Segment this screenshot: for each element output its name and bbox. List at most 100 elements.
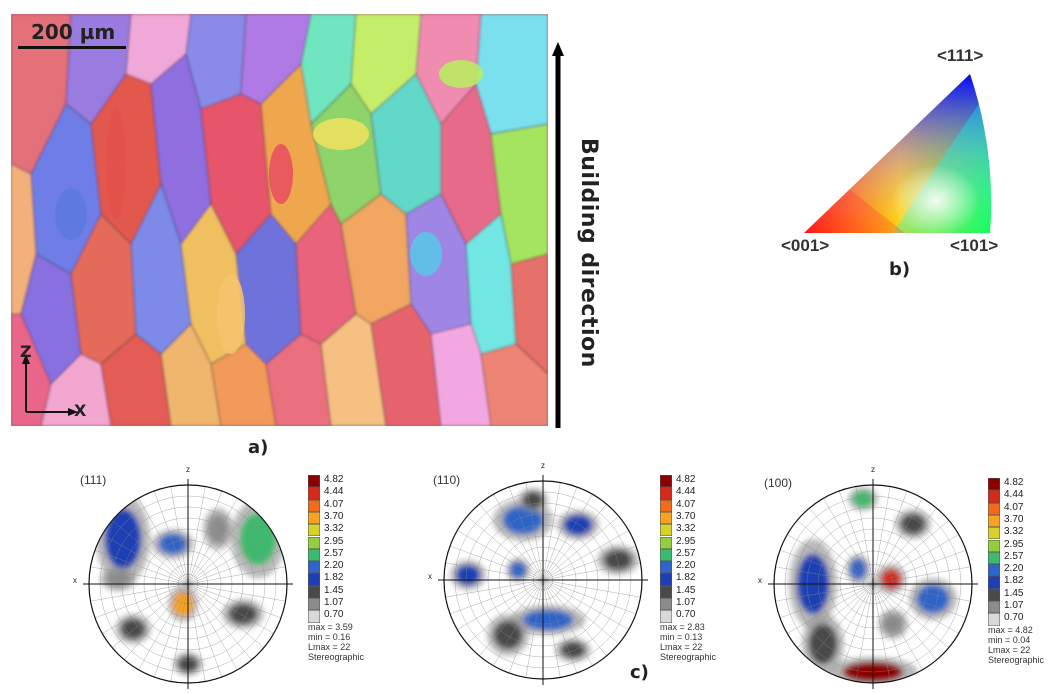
pf-density-spot xyxy=(564,515,592,535)
pole-figure-title: (110) xyxy=(433,473,461,487)
pf-density-spot xyxy=(503,506,543,534)
pf-axis-x-label: x xyxy=(73,576,77,585)
legend-value: 1.07 xyxy=(324,597,344,608)
legend-value: 4.44 xyxy=(676,486,696,498)
legend-swatch xyxy=(988,551,1000,565)
legend-value: 2.57 xyxy=(676,547,696,559)
legend-value: 4.44 xyxy=(324,486,344,498)
pole-figure-1 xyxy=(83,479,293,689)
building-direction-arrow xyxy=(552,42,564,428)
legend-swatch xyxy=(660,499,672,512)
legend-value: 2.20 xyxy=(676,560,696,572)
legend-value: 0.70 xyxy=(1004,612,1024,624)
legend-value: 2.95 xyxy=(1004,538,1024,550)
axis-z-label: Z xyxy=(20,342,32,361)
legend-value: 4.82 xyxy=(676,474,696,485)
legend-swatch xyxy=(308,499,320,512)
pf-stat-min: min = 0.04 xyxy=(988,635,1031,645)
legend-swatch xyxy=(660,536,672,549)
legend-value: 0.70 xyxy=(324,609,344,621)
legend-value: 4.44 xyxy=(1004,489,1024,501)
legend-swatch xyxy=(988,514,1000,528)
building-direction-label: Building direction xyxy=(576,138,601,368)
legend-swatch xyxy=(660,511,672,525)
pf-stat-proj: Stereographic xyxy=(988,655,1045,665)
legend-swatch xyxy=(988,601,1000,614)
ebsd-map-graphic xyxy=(10,13,549,427)
pole-figure-title: (100) xyxy=(764,476,793,490)
legend-swatch xyxy=(308,610,320,623)
legend-swatch xyxy=(308,536,320,549)
legend-value: 3.70 xyxy=(1004,513,1024,525)
pf-density-spot xyxy=(917,585,949,613)
legend-swatch xyxy=(988,539,1000,552)
pf-stat-proj: Stereographic xyxy=(660,652,717,662)
pf-density-spot xyxy=(208,515,228,543)
legend-swatch xyxy=(308,524,320,537)
legend-value: 1.07 xyxy=(1004,600,1024,611)
panel-a-label: a) xyxy=(248,437,269,458)
legend-value: 4.07 xyxy=(1004,501,1024,513)
pf-outer-circle xyxy=(443,480,643,680)
legend-swatch xyxy=(660,598,672,611)
pf-outer-circle xyxy=(773,484,973,684)
pf-axis-z-label: z xyxy=(541,461,545,470)
legend-value: 2.95 xyxy=(324,535,344,547)
legend-swatch xyxy=(308,585,320,598)
pf-density-spot xyxy=(121,619,145,639)
legend-value: 4.82 xyxy=(1004,477,1024,488)
legend-swatch xyxy=(988,502,1000,515)
legend-swatch xyxy=(988,576,1000,589)
legend-value: 1.82 xyxy=(1004,575,1024,587)
pf-density-spot xyxy=(456,565,480,585)
pf-density-spot xyxy=(523,492,543,508)
pf-density-spot xyxy=(159,534,187,554)
legend-swatch xyxy=(988,478,1000,491)
pf-density-spot xyxy=(510,562,526,578)
legend-value: 4.82 xyxy=(324,474,344,485)
legend-swatch xyxy=(988,490,1000,503)
legend-value: 3.32 xyxy=(1004,526,1024,538)
legend-value: 2.95 xyxy=(676,535,696,547)
legend-value: 3.70 xyxy=(676,510,696,522)
axis-x-label: X xyxy=(74,401,87,420)
legend-swatch xyxy=(988,564,1000,577)
pf-outer-circle xyxy=(88,484,288,684)
legend-swatch xyxy=(308,511,320,525)
pf-density-spot xyxy=(604,550,632,570)
ipf-color-key xyxy=(804,74,992,233)
legend-value: 1.07 xyxy=(676,597,696,608)
legend-swatch xyxy=(308,598,320,611)
ipf-label-111: <111> xyxy=(937,46,984,65)
legend-swatch xyxy=(308,475,320,488)
pf-stat-max: max = 2.83 xyxy=(660,622,705,632)
pf-density-spot xyxy=(229,604,257,624)
pf-density-spot xyxy=(106,571,130,587)
scale-bar-label: 200 µm xyxy=(31,20,116,44)
legend-swatch xyxy=(660,610,672,623)
legend-swatch xyxy=(988,613,1000,626)
legend-value: 0.70 xyxy=(676,609,696,621)
legend-swatch xyxy=(660,573,672,586)
pf-stat-max: max = 3.59 xyxy=(308,622,353,632)
pole-figure-3 xyxy=(768,479,978,689)
pf-stat-lmax: Lmax = 22 xyxy=(660,642,703,652)
scale-bar xyxy=(18,46,126,49)
legend-value: 2.57 xyxy=(1004,550,1024,562)
legend-swatch xyxy=(308,573,320,586)
legend-value: 1.45 xyxy=(1004,587,1024,599)
legend-value: 1.82 xyxy=(676,572,696,584)
legend-swatch xyxy=(660,548,672,562)
pf-density-spot xyxy=(240,513,276,565)
legend-value: 2.20 xyxy=(324,560,344,572)
pf-density-spot xyxy=(850,559,866,579)
ebsd-orientation-map xyxy=(10,13,549,427)
pf-stat-max: max = 4.82 xyxy=(988,625,1033,635)
legend-value: 2.57 xyxy=(324,547,344,559)
legend-swatch xyxy=(308,548,320,562)
pole-figure-2 xyxy=(438,475,648,685)
legend-swatch xyxy=(988,527,1000,540)
legend-value: 3.32 xyxy=(676,523,696,535)
axis-triad xyxy=(22,354,78,416)
panel-b-label: b) xyxy=(889,259,911,280)
